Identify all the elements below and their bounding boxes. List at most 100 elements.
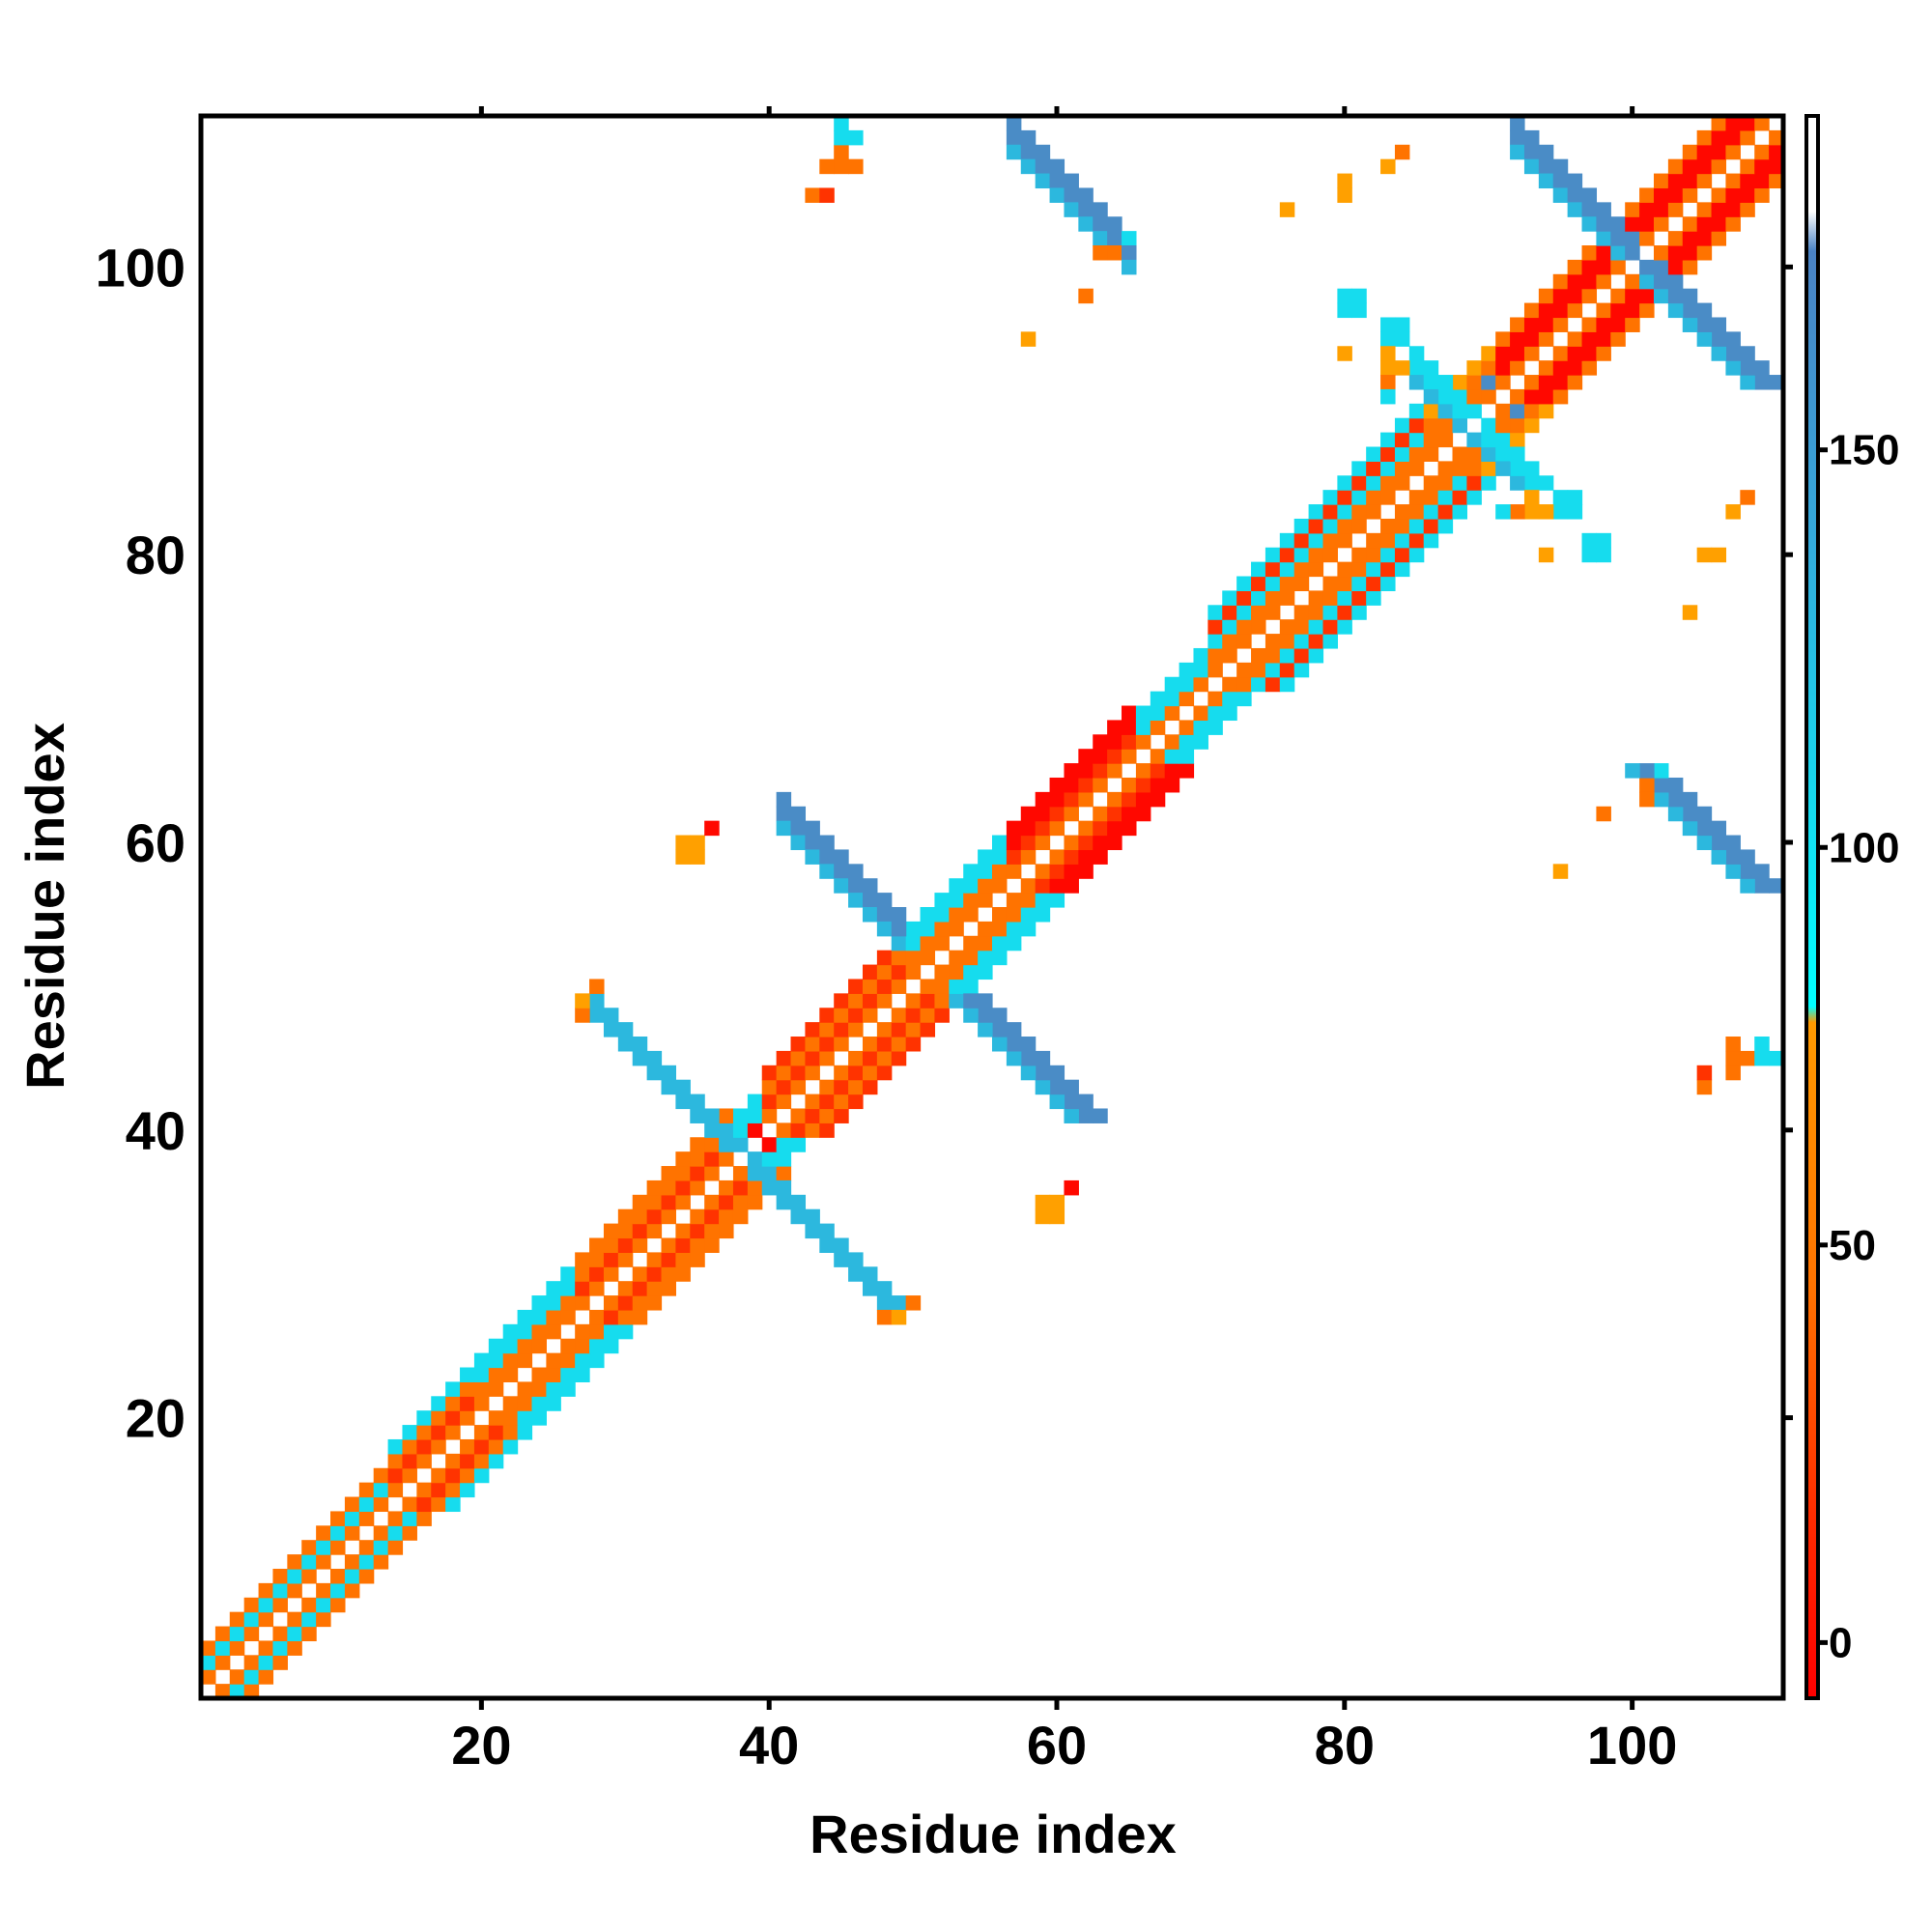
heatmap-cell (517, 1396, 533, 1411)
heatmap-cell (848, 1079, 864, 1095)
heatmap-cell (617, 1252, 634, 1267)
heatmap-cell (1682, 259, 1698, 275)
heatmap-cell (1567, 187, 1583, 203)
heatmap-cell (387, 1525, 404, 1541)
heatmap-cell (387, 1453, 404, 1469)
heatmap-cell (963, 893, 979, 908)
heatmap-cell (1322, 634, 1338, 649)
heatmap-cell (473, 1396, 490, 1411)
heatmap-cell (862, 907, 878, 923)
heatmap-cell (978, 993, 993, 1009)
heatmap-cell (531, 1309, 547, 1325)
heatmap-cell (978, 950, 993, 966)
heatmap-cell (834, 116, 849, 131)
heatmap-cell (1711, 346, 1727, 361)
heatmap-cell (358, 1482, 375, 1498)
heatmap-cell (1682, 216, 1698, 232)
heatmap-cell (1064, 849, 1079, 865)
heatmap-cell (473, 1367, 490, 1382)
heatmap-cell (1510, 461, 1525, 476)
heatmap-cell (949, 921, 964, 937)
heatmap-cell (272, 1626, 288, 1642)
heatmap-cell (848, 1022, 864, 1037)
heatmap-cell (1523, 144, 1540, 160)
heatmap-cell (920, 1022, 936, 1037)
heatmap-cell (776, 820, 792, 837)
heatmap-cell (891, 1022, 907, 1037)
heatmap-cell (862, 1079, 878, 1095)
heatmap-cell (1696, 173, 1713, 189)
heatmap-cell (848, 893, 864, 908)
heatmap-cell (1122, 705, 1137, 722)
heatmap-cell (1366, 461, 1381, 476)
heatmap-cell (1437, 432, 1454, 448)
heatmap-cell (1035, 835, 1051, 851)
heatmap-cell (1122, 749, 1137, 764)
heatmap-cell (1667, 187, 1684, 203)
heatmap-cell (560, 1281, 576, 1296)
heatmap-cell (978, 1022, 993, 1037)
heatmap-cell (1653, 173, 1669, 189)
heatmap-cell (1452, 375, 1467, 390)
heatmap-cell (834, 158, 849, 175)
heatmap-cell (387, 1467, 404, 1484)
heatmap-cell (1150, 720, 1166, 735)
heatmap-cell (1667, 245, 1684, 261)
heatmap-cell (1279, 590, 1295, 606)
heatmap-cell (1150, 791, 1166, 808)
heatmap-cell (761, 1065, 778, 1081)
heatmap-cell (1437, 490, 1454, 505)
heatmap-cell (776, 791, 792, 808)
heatmap-cell (460, 1467, 475, 1484)
heatmap-cell (1251, 561, 1266, 578)
heatmap-cell (1510, 446, 1525, 462)
heatmap-cell (646, 1050, 663, 1066)
heatmap-cell (1538, 475, 1554, 491)
heatmap-cell (704, 1108, 720, 1123)
heatmap-cell (1711, 547, 1727, 563)
heatmap-cell (1006, 907, 1022, 923)
heatmap-cell (373, 1525, 389, 1541)
heatmap-cell (1538, 360, 1554, 376)
heatmap-cell (876, 1281, 893, 1296)
heatmap-cell (1552, 360, 1569, 376)
heatmap-cell (589, 1266, 605, 1282)
heatmap-cell (704, 1194, 720, 1210)
heatmap-cell (1351, 605, 1367, 620)
heatmap-cell (546, 1295, 561, 1311)
heatmap-cell (1064, 1108, 1079, 1123)
heatmap-cell (978, 849, 993, 865)
heatmap-cell (1020, 893, 1037, 908)
heatmap-cell (589, 1338, 605, 1354)
heatmap-cell (1452, 403, 1467, 419)
heatmap-cell (1049, 864, 1065, 879)
heatmap-cell (1337, 532, 1352, 549)
heatmap-cell (531, 1381, 547, 1397)
heatmap-cell (1093, 202, 1108, 217)
heatmap-cell (1581, 547, 1598, 563)
heatmap-cell (862, 1281, 878, 1296)
heatmap-cell (1596, 231, 1611, 246)
heatmap-cell (819, 1037, 835, 1052)
heatmap-cell (632, 1208, 648, 1225)
heatmap-cell (1523, 388, 1540, 405)
heatmap-cell (1064, 777, 1079, 793)
heatmap-cell (1064, 202, 1079, 217)
heatmap-cell (301, 1568, 317, 1584)
heatmap-cell (1251, 576, 1266, 591)
heatmap-cell (445, 1496, 461, 1513)
y-tick-label: 40 (126, 1100, 185, 1161)
heatmap-cell (632, 1194, 648, 1210)
heatmap-cell (1711, 129, 1727, 146)
heatmap-cell (1020, 907, 1037, 923)
heatmap-cell (834, 1022, 849, 1037)
heatmap-cell (445, 1453, 461, 1469)
heatmap-cell (848, 864, 864, 879)
heatmap-cell (1437, 518, 1454, 534)
heatmap-cell (876, 1309, 893, 1325)
heatmap-cell (690, 1108, 705, 1123)
heatmap-cell (920, 907, 936, 923)
heatmap-cell (1754, 173, 1770, 189)
heatmap-cell (905, 1008, 922, 1023)
heatmap-cell (819, 864, 835, 879)
